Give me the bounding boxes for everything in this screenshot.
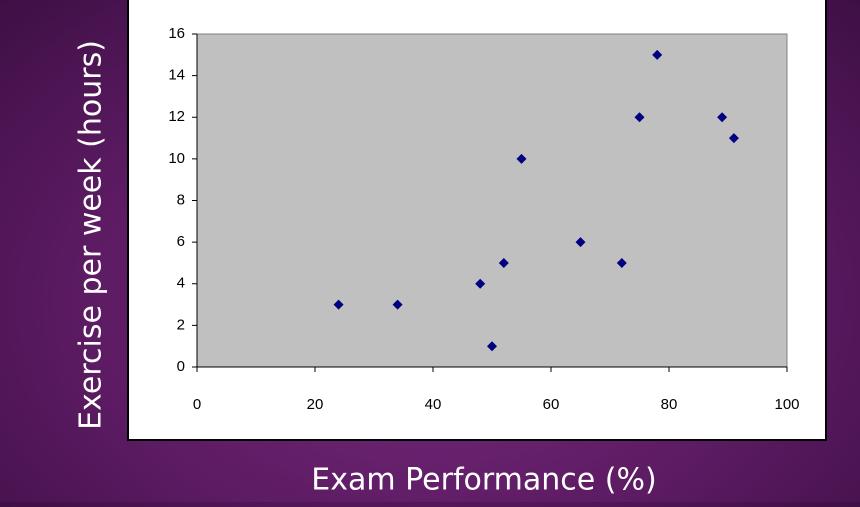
y-tick-label: 8 (177, 191, 185, 208)
x-tick-label: 40 (425, 396, 442, 413)
data-point (575, 237, 586, 248)
x-tick-label: 60 (543, 396, 560, 413)
y-tick-label: 6 (177, 233, 185, 250)
data-point (717, 112, 728, 123)
x-tick-label: 0 (193, 396, 201, 413)
data-point (498, 257, 509, 268)
y-tick-label: 0 (177, 358, 185, 375)
x-tick-label: 80 (661, 396, 678, 413)
data-point (475, 278, 486, 289)
y-tick-label: 14 (168, 67, 185, 84)
data-point (516, 153, 527, 164)
y-tick-label: 12 (168, 108, 185, 125)
data-point (616, 257, 627, 268)
data-point (487, 341, 497, 352)
data-point (728, 133, 739, 144)
y-tick-label: 16 (168, 25, 185, 42)
data-point (652, 49, 663, 60)
y-tick-label: 4 (177, 275, 185, 292)
y-tick-label: 2 (177, 316, 185, 333)
x-tick-label: 100 (774, 396, 799, 413)
x-axis-title: Exam Performance (%) (311, 463, 656, 498)
y-axis-title: Exercise per week (hours) (74, 40, 109, 430)
data-point (392, 299, 403, 310)
y-tick-label: 10 (168, 150, 185, 167)
x-tick-label: 20 (307, 396, 324, 413)
data-point (634, 112, 645, 123)
data-point (333, 299, 344, 310)
plot-area (196, 33, 788, 368)
